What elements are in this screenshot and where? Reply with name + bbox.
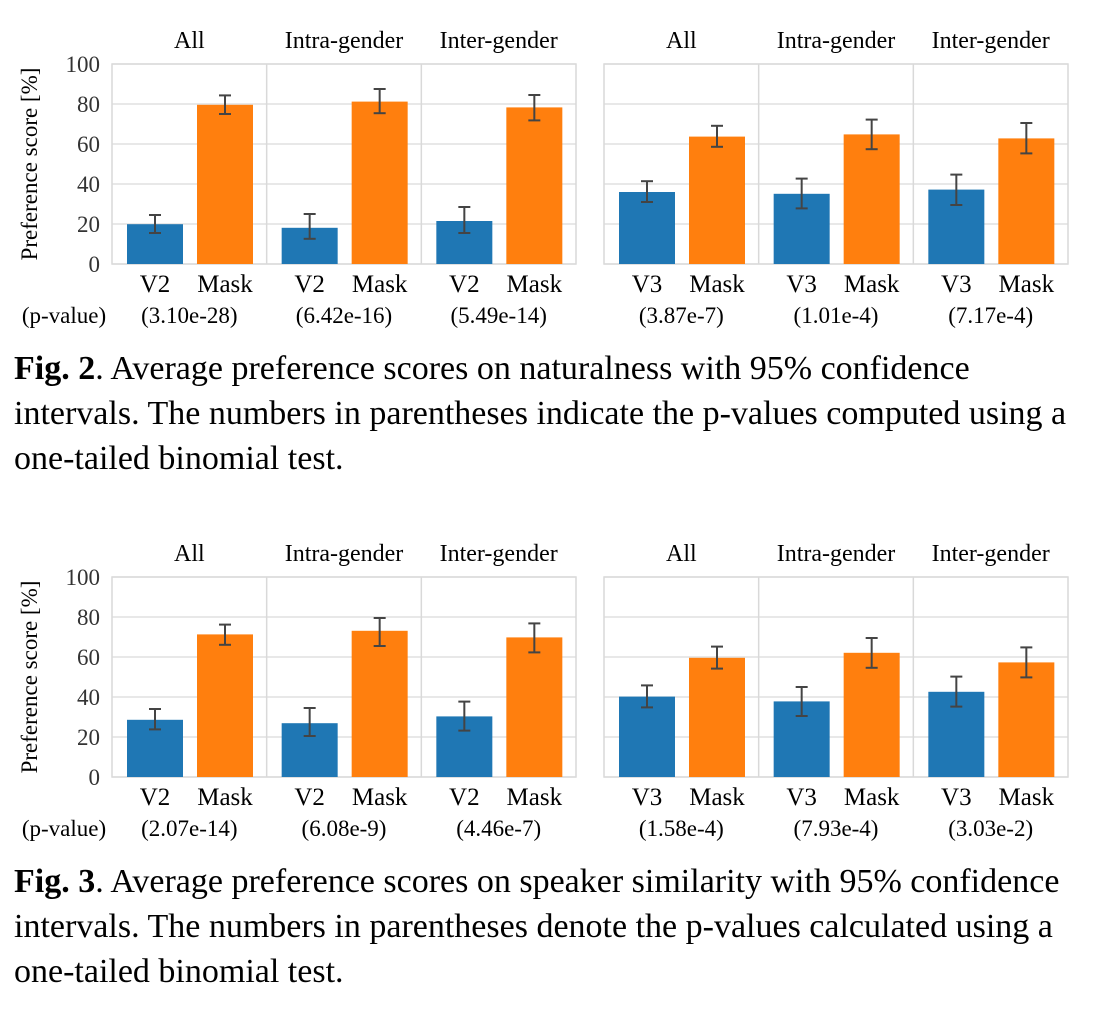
x-category-label: Mask [197, 271, 253, 298]
pvalue-label: (3.87e-7) [639, 303, 724, 328]
y-axis-label: Preference score [%] [17, 581, 42, 774]
x-category-label: V2 [449, 784, 480, 811]
panel-title: All [666, 28, 697, 54]
pvalue-row-label: (p-value) [22, 303, 106, 328]
y-tick-label: 20 [77, 725, 100, 750]
x-category-label: V2 [449, 271, 480, 298]
pvalue-label: (6.42e-16) [296, 303, 392, 328]
subplot-frame [603, 576, 1069, 778]
x-category-label: V2 [294, 271, 325, 298]
y-axis-label: Preference score [%] [17, 68, 42, 261]
baseline-bar [619, 696, 675, 777]
x-category-label: Mask [999, 784, 1055, 811]
panel-title: Inter-gender [932, 541, 1050, 567]
caption-text: . Average preference scores on naturalne… [14, 350, 1067, 477]
pvalue-label: (2.07e-14) [141, 816, 237, 841]
panel-title: Inter-gender [932, 28, 1050, 54]
x-category-label: Mask [999, 271, 1055, 298]
pvalue-label: (7.93e-4) [794, 816, 879, 841]
figure-label: Fig. 2 [14, 350, 96, 387]
subplot-frame [111, 63, 577, 265]
pvalue-label: (6.08e-9) [302, 816, 387, 841]
figure-label: Fig. 3 [14, 863, 96, 900]
mask-bar [197, 634, 253, 777]
pvalue-label: (1.58e-4) [639, 816, 724, 841]
y-tick-label: 60 [77, 132, 100, 157]
mask-bar [351, 101, 408, 264]
y-tick-label: 40 [77, 685, 100, 710]
x-category-label: Mask [507, 271, 563, 298]
naturalness-figure: Preference score [%] 0 20 40 60 80 100 (p-value… [0, 0, 1097, 500]
x-category-label: Mask [352, 784, 408, 811]
mask-bar [197, 104, 253, 264]
mask-bar [843, 652, 900, 777]
x-category-label: V2 [294, 784, 325, 811]
subplot-frame [603, 63, 1069, 265]
speaker-similarity-figure: Preference score [%] 0 20 40 60 80 100 (p-value… [0, 513, 1097, 1010]
x-category-label: V3 [632, 784, 663, 811]
y-tick-label: 100 [66, 52, 101, 77]
mask-bar [506, 637, 563, 777]
mask-bar [843, 134, 900, 264]
x-category-label: Mask [507, 784, 563, 811]
pvalue-label: (5.49e-14) [450, 303, 546, 328]
y-tick-label: 60 [77, 645, 100, 670]
x-category-label: Mask [197, 784, 253, 811]
y-tick-label: 80 [77, 92, 100, 117]
pvalue-label: (4.46e-7) [456, 816, 541, 841]
x-category-label: Mask [689, 271, 745, 298]
panel-title: Intra-gender [777, 28, 896, 54]
panel-title: All [174, 28, 205, 54]
pvalue-label: (1.01e-4) [794, 303, 879, 328]
panel-title: Intra-gender [285, 541, 404, 567]
x-category-label: V2 [140, 271, 171, 298]
x-category-label: Mask [844, 271, 900, 298]
caption-text: . Average preference scores on speaker s… [14, 863, 1060, 990]
pvalue-label: (3.03e-2) [948, 816, 1033, 841]
mask-bar [998, 138, 1055, 264]
x-category-label: V3 [786, 784, 817, 811]
x-category-label: Mask [844, 784, 900, 811]
panel-title: All [666, 541, 697, 567]
x-category-label: Mask [689, 784, 745, 811]
panel-title: Inter-gender [440, 541, 558, 567]
subplot-frame [111, 576, 577, 778]
y-tick-label: 0 [89, 252, 101, 277]
y-tick-label: 20 [77, 212, 100, 237]
x-category-label: V2 [140, 784, 171, 811]
x-category-label: V3 [941, 271, 972, 298]
panel-title: Inter-gender [440, 28, 558, 54]
mask-bar [998, 662, 1055, 777]
panel-title: Intra-gender [285, 28, 404, 54]
x-category-label: V3 [632, 271, 663, 298]
y-tick-label: 40 [77, 172, 100, 197]
mask-bar [689, 136, 745, 264]
naturalness-chart: Preference score [%] 0 20 40 60 80 100 (p-value… [17, 28, 1069, 328]
baseline-bar [619, 192, 675, 264]
figure-caption: Fig. 2. Average preference scores on nat… [14, 346, 1089, 481]
pvalue-label: (7.17e-4) [948, 303, 1033, 328]
mask-bar [351, 630, 408, 777]
mask-bar [689, 657, 745, 777]
panel-title: All [174, 541, 205, 567]
panel-title: Intra-gender [777, 541, 896, 567]
pvalue-label: (3.10e-28) [141, 303, 237, 328]
y-tick-label: 0 [89, 765, 101, 790]
pvalue-row-label: (p-value) [22, 816, 106, 841]
figure-caption: Fig. 3. Average preference scores on spe… [14, 859, 1089, 994]
y-tick-label: 80 [77, 605, 100, 630]
x-category-label: V3 [941, 784, 972, 811]
x-category-label: V3 [786, 271, 817, 298]
x-category-label: Mask [352, 271, 408, 298]
speaker-similarity-chart: Preference score [%] 0 20 40 60 80 100 (p-value… [17, 541, 1069, 841]
y-tick-label: 100 [66, 565, 101, 590]
mask-bar [506, 107, 563, 265]
